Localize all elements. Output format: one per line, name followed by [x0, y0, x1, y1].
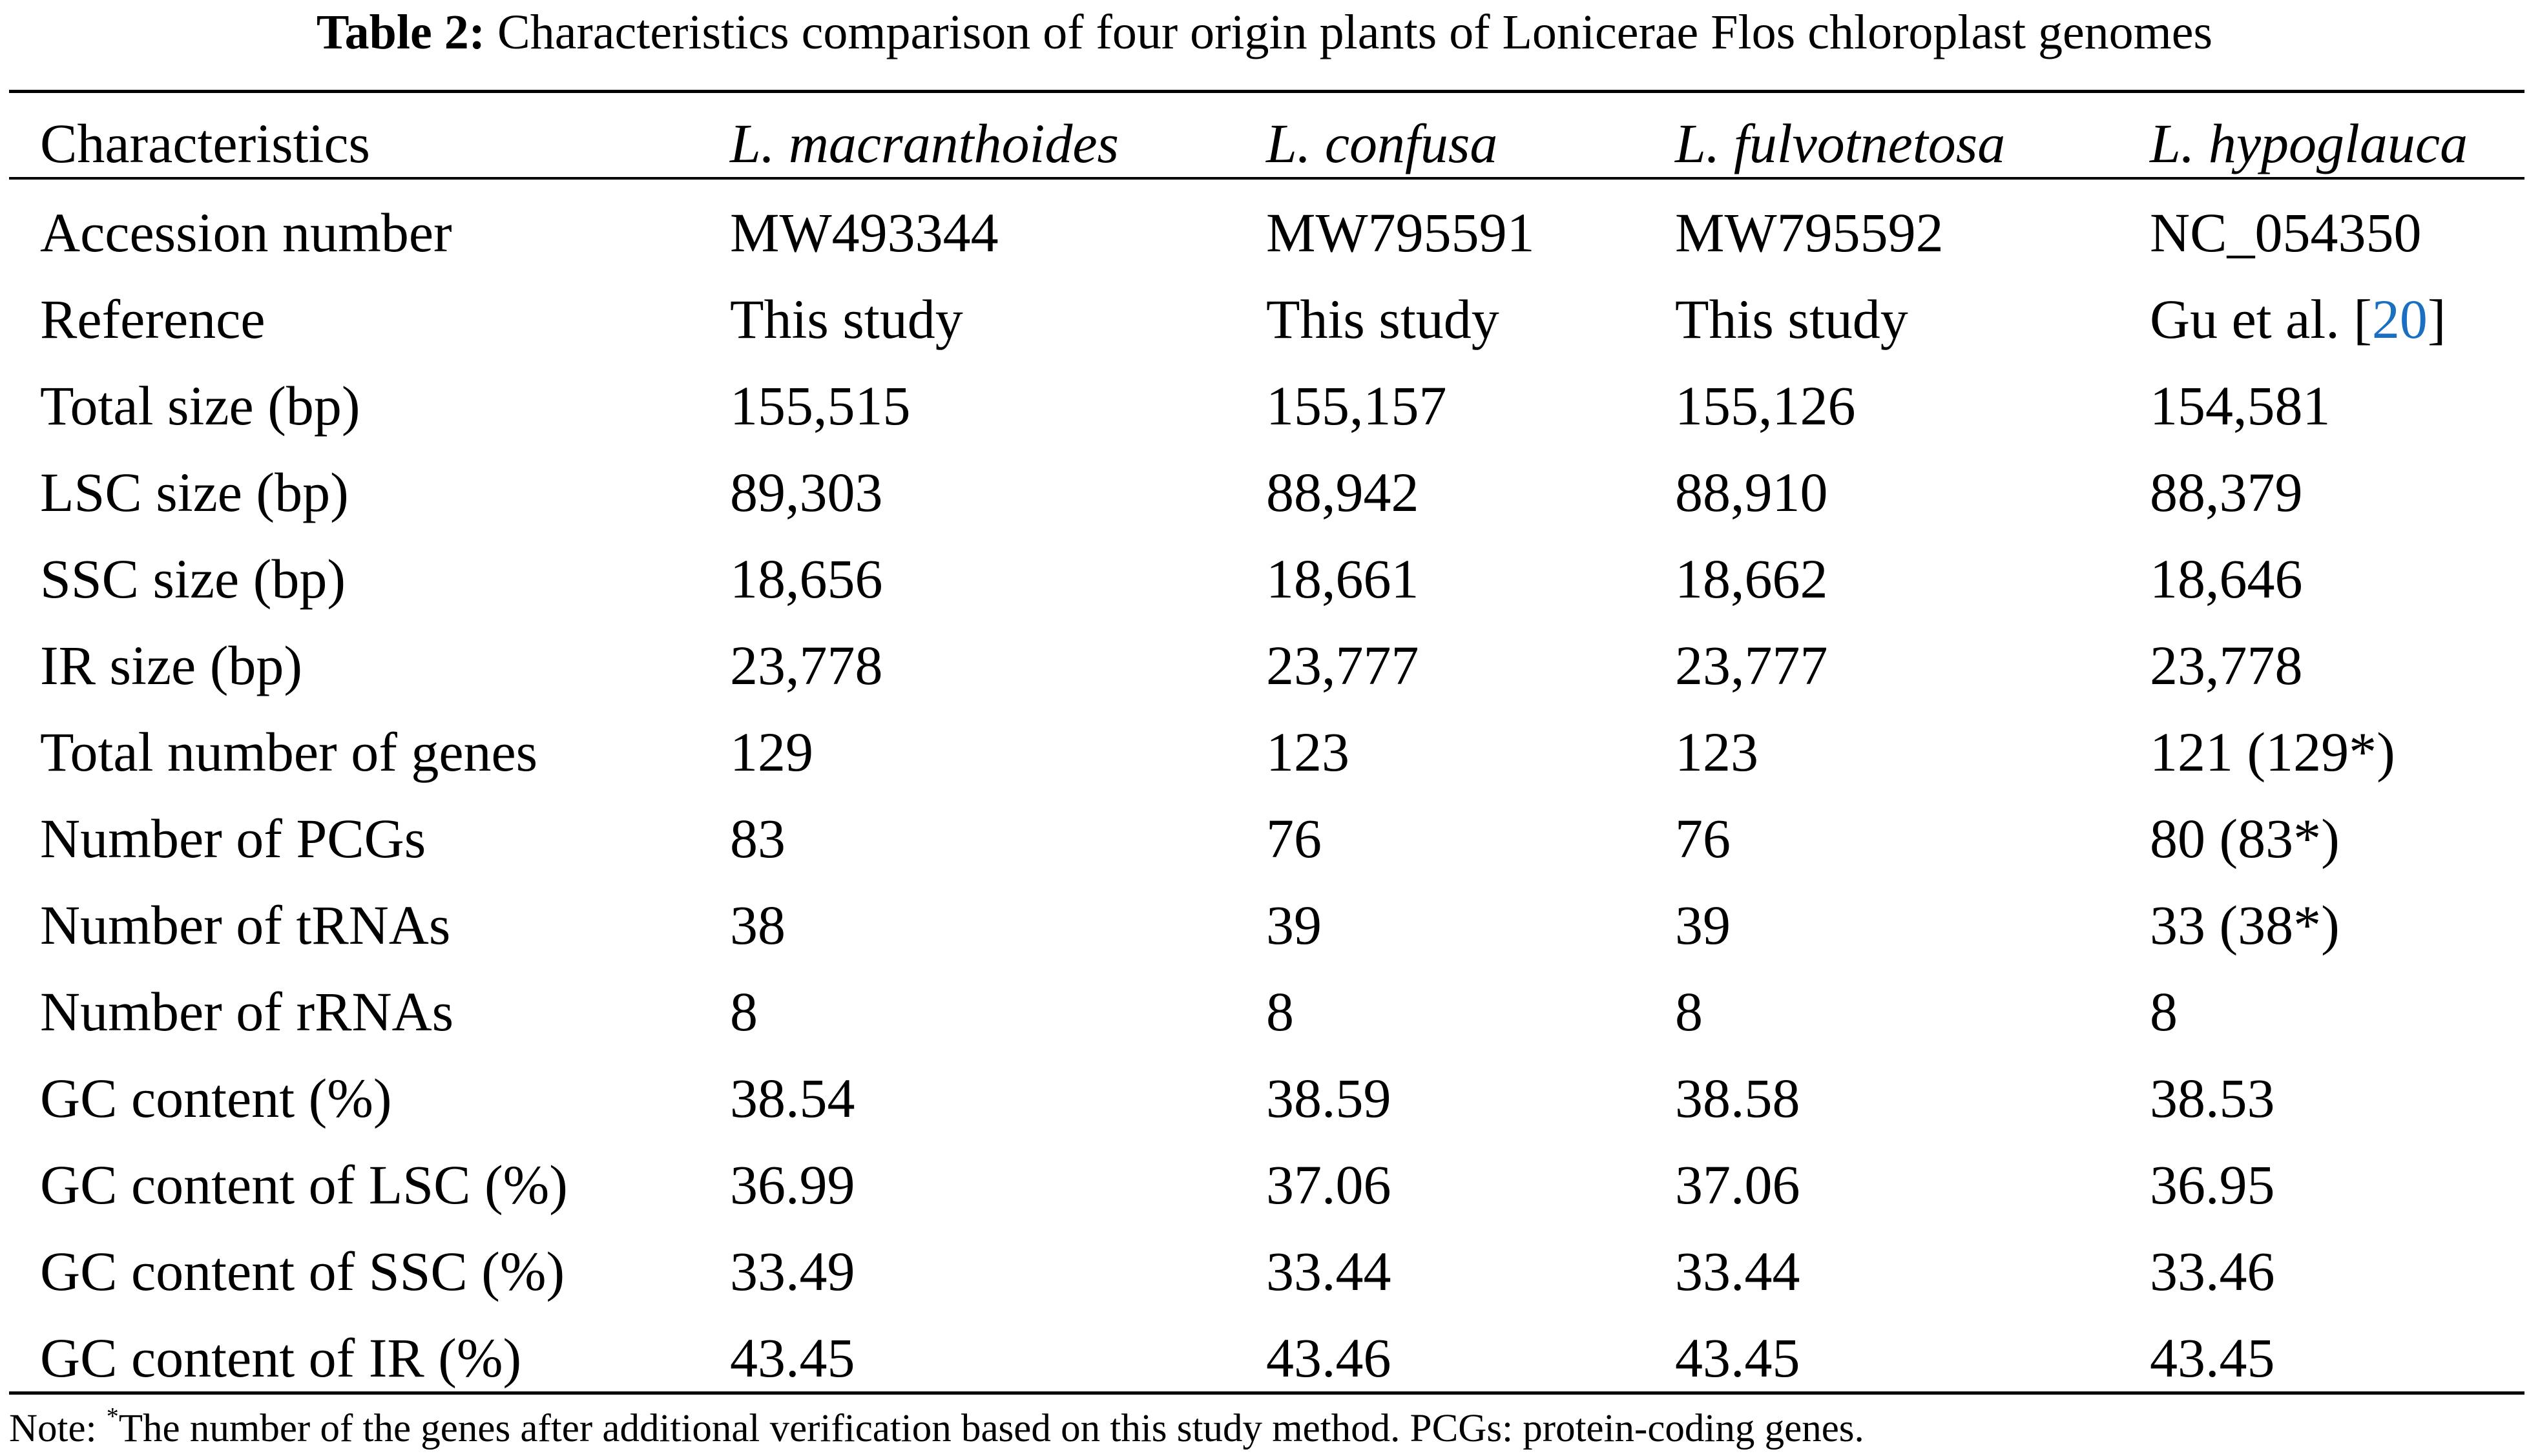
top-rule [9, 90, 2524, 93]
table-caption: Table 2: Characteristics comparison of f… [0, 0, 2529, 65]
table-cell: 38.59 [1266, 1067, 1391, 1129]
note-prefix: Note: [9, 1407, 107, 1450]
table-cell: 88,379 [2150, 461, 2303, 523]
table-cell: 89,303 [730, 461, 883, 523]
table-cell: 38.58 [1675, 1067, 1800, 1129]
table-cell: 155,126 [1675, 375, 1856, 437]
table-cell: 155,157 [1266, 375, 1447, 437]
table-cell: 88,910 [1675, 461, 1828, 523]
table-cell: 18,661 [1266, 548, 1419, 610]
header-l-macranthoides: L. macranthoides [730, 112, 1119, 174]
citation-link-20[interactable]: 20 [2371, 288, 2428, 350]
table-cell: 23,778 [2150, 634, 2303, 696]
table-cell: 8 [1266, 981, 1294, 1043]
table-footnote: Note: *The number of the genes after add… [9, 1403, 1864, 1455]
table-cell: 43.46 [1266, 1327, 1391, 1389]
header-l-confusa: L. confusa [1266, 112, 1498, 174]
table-cell: 80 (83*) [2150, 807, 2340, 869]
row-label: GC content of IR (%) [40, 1327, 522, 1389]
table-cell: 36.99 [730, 1154, 855, 1216]
footnote-marker: * [106, 1403, 119, 1430]
row-label: Number of rRNAs [40, 981, 454, 1043]
table-cell: 88,942 [1266, 461, 1419, 523]
reference-prefix: Gu et al. [ [2150, 288, 2372, 350]
table-cell: 18,662 [1675, 548, 1828, 610]
table-cell: 37.06 [1675, 1154, 1800, 1216]
table-cell: 23,777 [1266, 634, 1419, 696]
table-cell: 33.44 [1266, 1240, 1391, 1302]
table-cell: 36.95 [2150, 1154, 2275, 1216]
table-cell: 43.45 [1675, 1327, 1800, 1389]
row-label: Number of tRNAs [40, 894, 451, 956]
table-cell: 123 [1266, 721, 1349, 783]
table-cell: 8 [1675, 981, 1703, 1043]
table-cell: 37.06 [1266, 1154, 1391, 1216]
reference-suffix: ] [2427, 288, 2446, 350]
table-cell: 129 [730, 721, 813, 783]
table-title: Characteristics comparison of four origi… [497, 5, 2213, 59]
table-cell: This study [730, 288, 963, 350]
table-cell: 39 [1675, 894, 1731, 956]
row-label: GC content of LSC (%) [40, 1154, 568, 1216]
table-cell: MW493344 [730, 202, 999, 264]
table-cell: 33.49 [730, 1240, 855, 1302]
table-cell: 23,777 [1675, 634, 1828, 696]
header-rule [9, 177, 2524, 180]
table-cell: 76 [1266, 807, 1322, 869]
table-cell: 154,581 [2150, 375, 2331, 437]
table-cell: 38.54 [730, 1067, 855, 1129]
table-cell: This study [1266, 288, 1499, 350]
table-cell: 38.53 [2150, 1067, 2275, 1129]
row-label: LSC size (bp) [40, 461, 349, 523]
table-cell: 18,646 [2150, 548, 2303, 610]
header-l-hypoglauca: L. hypoglauca [2150, 112, 2468, 174]
table-cell: 76 [1675, 807, 1731, 869]
table-cell: 43.45 [730, 1327, 855, 1389]
row-label: Total size (bp) [40, 375, 360, 437]
table-label: Table 2: [316, 5, 486, 59]
table-cell: 155,515 [730, 375, 911, 437]
table-cell: 8 [730, 981, 758, 1043]
bottom-rule [9, 1391, 2524, 1395]
row-label: GC content (%) [40, 1067, 392, 1129]
table-cell: 43.45 [2150, 1327, 2275, 1389]
table-cell: 8 [2150, 981, 2178, 1043]
table-cell: MW795592 [1675, 202, 1944, 264]
row-label: IR size (bp) [40, 634, 302, 696]
table-cell: 18,656 [730, 548, 883, 610]
table-cell: 33.46 [2150, 1240, 2275, 1302]
table-cell: 23,778 [730, 634, 883, 696]
row-label: Number of PCGs [40, 807, 426, 869]
note-text: The number of the genes after additional… [118, 1407, 1864, 1450]
table-cell: 83 [730, 807, 786, 869]
table-cell: MW795591 [1266, 202, 1535, 264]
row-label: Reference [40, 288, 265, 350]
table-cell: 33.44 [1675, 1240, 1800, 1302]
table-cell: NC_054350 [2150, 202, 2422, 264]
row-label: SSC size (bp) [40, 548, 346, 610]
table-cell: 39 [1266, 894, 1322, 956]
table-cell: 33 (38*) [2150, 894, 2340, 956]
table-cell: This study [1675, 288, 1908, 350]
table-cell: 121 (129*) [2150, 721, 2395, 783]
row-label: GC content of SSC (%) [40, 1240, 565, 1302]
row-label: Total number of genes [40, 721, 538, 783]
table-cell: 123 [1675, 721, 1758, 783]
header-l-fulvotnetosa: L. fulvotnetosa [1675, 112, 2006, 174]
header-characteristics: Characteristics [40, 112, 371, 174]
row-label: Accession number [40, 202, 452, 264]
table-cell: 38 [730, 894, 786, 956]
reference-cell-gu-et-al: Gu et al. [20] [2150, 277, 2446, 361]
